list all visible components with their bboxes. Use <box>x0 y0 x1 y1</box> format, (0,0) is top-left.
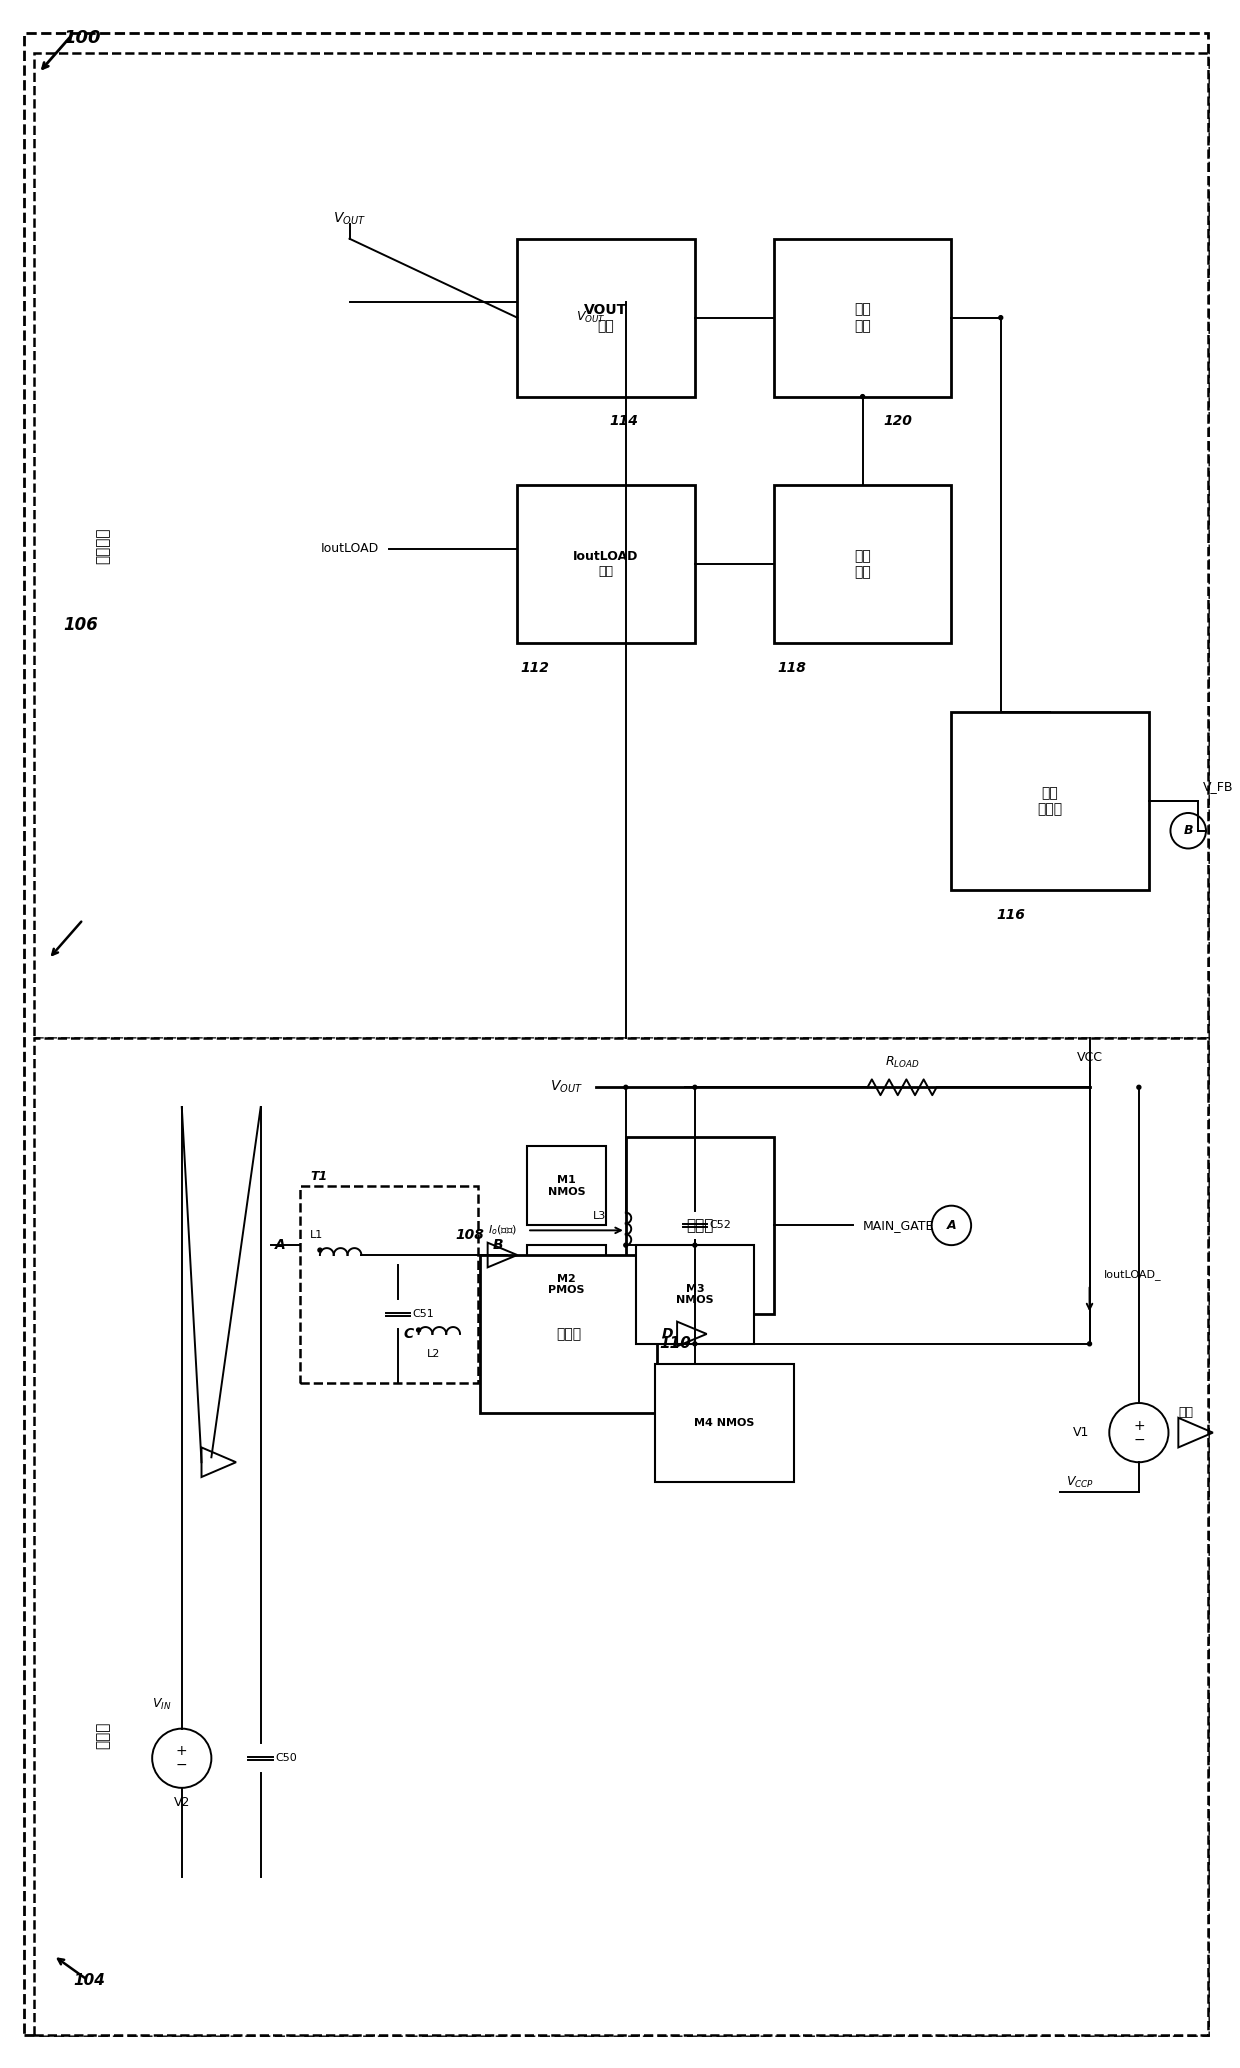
Circle shape <box>624 1243 627 1247</box>
FancyBboxPatch shape <box>480 1255 657 1412</box>
Text: 电流
放大: 电流 放大 <box>854 550 870 579</box>
FancyBboxPatch shape <box>951 711 1148 889</box>
Text: $V_{OUT}$: $V_{OUT}$ <box>577 310 606 325</box>
Text: 反馈
隔离器: 反馈 隔离器 <box>1038 786 1063 817</box>
Text: IoutLOAD
感测: IoutLOAD 感测 <box>573 550 639 579</box>
Text: $V_{OUT}$: $V_{OUT}$ <box>334 211 366 227</box>
Text: 次级控制: 次级控制 <box>95 527 110 565</box>
Text: 初级: 初级 <box>1178 1406 1193 1419</box>
Text: A: A <box>275 1239 285 1251</box>
Text: −: − <box>1133 1433 1145 1446</box>
Text: 118: 118 <box>777 662 806 674</box>
FancyBboxPatch shape <box>626 1137 774 1315</box>
FancyBboxPatch shape <box>774 486 951 643</box>
Text: −: − <box>176 1758 187 1772</box>
Text: 106: 106 <box>63 616 98 633</box>
Text: 112: 112 <box>521 662 549 674</box>
Text: C: C <box>404 1328 414 1340</box>
Text: V_FB: V_FB <box>1203 780 1234 792</box>
Text: L1: L1 <box>310 1230 324 1241</box>
FancyBboxPatch shape <box>636 1245 754 1344</box>
Text: L2: L2 <box>427 1348 440 1359</box>
Text: 120: 120 <box>884 414 913 428</box>
Text: C51: C51 <box>413 1309 434 1319</box>
Text: M3
NMOS: M3 NMOS <box>676 1284 714 1305</box>
Circle shape <box>693 1086 697 1090</box>
Text: B: B <box>1183 825 1193 838</box>
FancyBboxPatch shape <box>527 1245 606 1324</box>
Circle shape <box>417 1328 420 1332</box>
Text: 114: 114 <box>609 414 639 428</box>
Text: MAIN_GATE: MAIN_GATE <box>863 1218 934 1233</box>
Text: VCC: VCC <box>1076 1051 1102 1065</box>
Text: M4 NMOS: M4 NMOS <box>694 1419 755 1427</box>
FancyBboxPatch shape <box>527 1146 606 1226</box>
Text: $V_{OUT}$: $V_{OUT}$ <box>551 1079 583 1096</box>
FancyBboxPatch shape <box>33 1038 1208 2035</box>
Text: L3: L3 <box>593 1210 606 1220</box>
Text: $I_o$(峰值): $I_o$(峰值) <box>489 1224 517 1237</box>
Text: IoutLOAD: IoutLOAD <box>320 542 378 554</box>
Text: $V_{CCP}$: $V_{CCP}$ <box>1065 1474 1094 1489</box>
Text: $V_{IN}$: $V_{IN}$ <box>153 1696 172 1712</box>
Circle shape <box>998 316 1003 321</box>
Text: VOUT
感测: VOUT 感测 <box>584 302 627 333</box>
Text: +: + <box>1133 1419 1145 1433</box>
Text: T1: T1 <box>310 1170 327 1183</box>
Text: B: B <box>492 1239 503 1251</box>
Text: V1: V1 <box>1073 1427 1090 1439</box>
Text: 108: 108 <box>455 1228 485 1243</box>
FancyBboxPatch shape <box>33 54 1208 1038</box>
Text: D: D <box>661 1328 673 1340</box>
Circle shape <box>1087 1342 1091 1346</box>
FancyBboxPatch shape <box>517 486 694 643</box>
Circle shape <box>1137 1086 1141 1090</box>
Text: M2
PMOS: M2 PMOS <box>548 1274 585 1295</box>
Text: 门驱动: 门驱动 <box>556 1328 582 1340</box>
Circle shape <box>693 1243 697 1247</box>
Text: C52: C52 <box>709 1220 732 1230</box>
FancyBboxPatch shape <box>300 1185 477 1383</box>
Text: 100: 100 <box>63 29 100 48</box>
Text: $R_{LOAD}$: $R_{LOAD}$ <box>884 1055 919 1069</box>
Text: 驱动器: 驱动器 <box>686 1218 713 1233</box>
Circle shape <box>861 395 864 399</box>
Text: +: + <box>176 1743 187 1758</box>
FancyBboxPatch shape <box>517 238 694 397</box>
Text: C50: C50 <box>275 1754 298 1764</box>
Text: 116: 116 <box>996 908 1025 922</box>
Text: V2: V2 <box>174 1797 190 1810</box>
FancyBboxPatch shape <box>774 238 951 397</box>
Text: M1
NMOS: M1 NMOS <box>548 1175 585 1197</box>
Text: 110: 110 <box>660 1336 691 1350</box>
FancyBboxPatch shape <box>656 1363 794 1483</box>
Text: 104: 104 <box>73 1973 105 1987</box>
FancyBboxPatch shape <box>24 33 1208 2035</box>
Circle shape <box>693 1342 697 1346</box>
Text: IoutLOAD_: IoutLOAD_ <box>1105 1270 1162 1280</box>
Circle shape <box>317 1249 322 1251</box>
Text: A: A <box>946 1218 956 1233</box>
Circle shape <box>624 1086 627 1090</box>
Text: 误差
放大: 误差 放大 <box>854 302 870 333</box>
Text: 电力链: 电力链 <box>95 1723 110 1750</box>
